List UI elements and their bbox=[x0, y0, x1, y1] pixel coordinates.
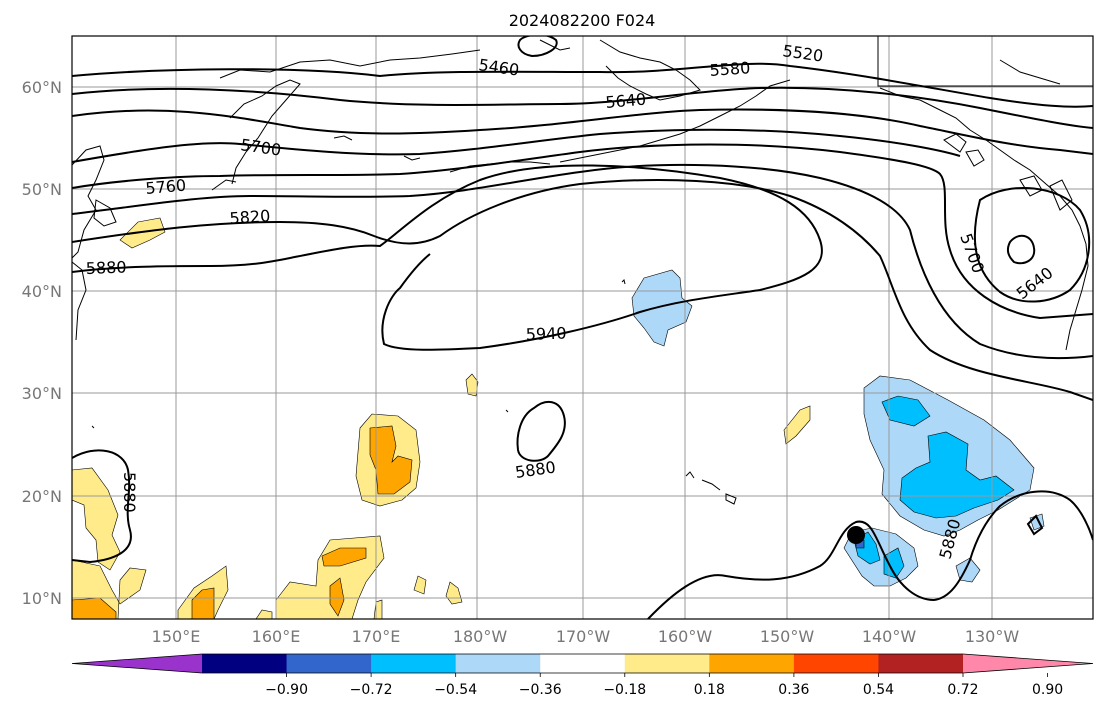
lon-label: 160°E bbox=[252, 627, 301, 646]
contour-label: 5820 bbox=[229, 206, 271, 228]
positive-anomaly-region bbox=[321, 547, 367, 567]
colorbar-tick-label: −0.54 bbox=[434, 682, 477, 698]
lon-label: 130°W bbox=[965, 627, 1020, 646]
colorbar-swatch bbox=[540, 654, 626, 673]
lon-label: 150°W bbox=[760, 627, 815, 646]
lon-label: 150°E bbox=[152, 627, 201, 646]
contour-label: 5940 bbox=[525, 324, 566, 344]
lon-label: 170°E bbox=[352, 627, 401, 646]
lat-label: 10°N bbox=[22, 589, 62, 608]
positive-anomaly-region bbox=[275, 535, 385, 619]
contour-label: 5880 bbox=[514, 457, 557, 481]
lon-label: 180°W bbox=[453, 627, 508, 646]
map-title: 2024082200 F024 bbox=[509, 11, 656, 30]
colorbar-tick-label: 0.90 bbox=[1032, 682, 1063, 698]
positive-anomaly-region bbox=[329, 577, 345, 617]
colorbar-swatch bbox=[624, 654, 710, 673]
colorbar-tick-label: −0.18 bbox=[603, 682, 646, 698]
colorbar-swatch bbox=[455, 654, 541, 673]
positive-anomaly-region bbox=[119, 217, 166, 249]
lon-label: 160°W bbox=[658, 627, 713, 646]
colorbar-tick-label: 0.54 bbox=[863, 682, 894, 698]
positive-anomaly-region bbox=[445, 581, 463, 605]
negative-anomaly-region bbox=[631, 269, 693, 347]
longitude-axis: 150°E 160°E 170°E 180°W 170°W 160°W 150°… bbox=[152, 627, 1020, 646]
colorbar-tick-label: −0.36 bbox=[519, 682, 562, 698]
lat-label: 20°N bbox=[22, 487, 62, 506]
colorbar-swatch bbox=[202, 654, 288, 673]
contour-label: 5460 bbox=[477, 55, 520, 79]
colorbar-tick-label: 0.36 bbox=[778, 682, 809, 698]
colorbar-tick-label: −0.72 bbox=[350, 682, 393, 698]
colorbar-swatch bbox=[286, 654, 372, 673]
contour-label: 5880 bbox=[85, 258, 126, 278]
positive-anomaly-region bbox=[72, 467, 121, 571]
lon-label: 170°W bbox=[556, 627, 611, 646]
map-frame bbox=[71, 35, 1094, 620]
colorbar-tick-label: 0.18 bbox=[694, 682, 725, 698]
contour-label: 5700 bbox=[956, 231, 988, 276]
positive-anomaly-region bbox=[373, 599, 383, 619]
contour-label: 5640 bbox=[1013, 263, 1057, 303]
contour-label: 5640 bbox=[605, 90, 647, 112]
colorbar-swatch bbox=[371, 654, 457, 673]
colorbar-swatch bbox=[878, 654, 964, 673]
contour-label: 5520 bbox=[781, 41, 824, 65]
positive-anomaly-region bbox=[369, 425, 413, 495]
lat-label: 60°N bbox=[22, 78, 62, 97]
colorbar-tick-label: −0.90 bbox=[265, 682, 308, 698]
map-panel: 5460 5520 5580 5640 5700 5760 5820 5880 … bbox=[71, 35, 1094, 620]
colorbar-extend-high bbox=[963, 654, 1093, 673]
contour-label: 5580 bbox=[709, 58, 751, 80]
lat-label: 50°N bbox=[22, 180, 62, 199]
lat-label: 30°N bbox=[22, 384, 62, 403]
contour-label: 5880 bbox=[120, 472, 139, 513]
negative-anomaly-region bbox=[881, 395, 931, 427]
positive-anomaly-region bbox=[255, 609, 273, 619]
latitude-axis: 60°N 50°N 40°N 30°N 20°N 10°N bbox=[22, 78, 62, 608]
colorbar-extend-low bbox=[72, 654, 202, 673]
colorbar-tick-label: 0.72 bbox=[947, 682, 978, 698]
height-contours bbox=[72, 36, 1093, 619]
colorbar-outline bbox=[71, 653, 1094, 674]
colorbar: −0.90 −0.72 −0.54 −0.36 −0.18 0.18 0.36 0.54 0.7… bbox=[71, 653, 1094, 698]
colorbar-swatch bbox=[793, 654, 879, 673]
lat-label: 40°N bbox=[22, 282, 62, 301]
positive-anomaly-region bbox=[783, 405, 811, 445]
colorbar-swatch bbox=[709, 654, 795, 673]
lon-label: 140°W bbox=[862, 627, 917, 646]
contour-label: 5760 bbox=[145, 176, 187, 198]
positive-anomaly-region bbox=[413, 575, 427, 595]
positive-anomaly-region bbox=[191, 587, 215, 619]
storm-center-marker bbox=[847, 526, 865, 544]
anomaly-shading bbox=[72, 217, 1045, 619]
